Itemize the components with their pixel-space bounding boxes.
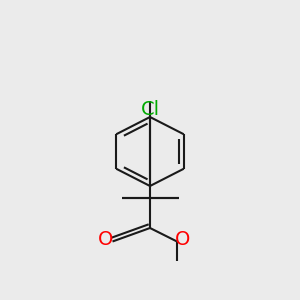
Text: O: O bbox=[98, 230, 114, 249]
Text: Cl: Cl bbox=[140, 100, 160, 119]
Text: O: O bbox=[175, 230, 190, 249]
